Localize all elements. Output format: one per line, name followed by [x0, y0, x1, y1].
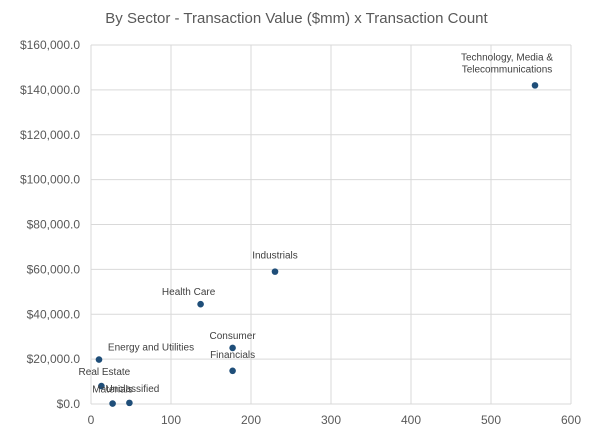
x-tick-label: 600 — [561, 413, 581, 427]
y-tick-label: $40,000.0 — [27, 307, 81, 321]
data-point[interactable] — [271, 268, 279, 275]
data-label: Health Care — [162, 287, 216, 298]
x-tick-label: 100 — [161, 413, 181, 427]
x-tick-label: 0 — [88, 413, 95, 427]
y-tick-label: $60,000.0 — [27, 262, 81, 276]
y-tick-label: $20,000.0 — [27, 352, 81, 366]
data-point[interactable] — [95, 356, 103, 363]
data-label: Materials — [92, 385, 133, 396]
data-point[interactable] — [531, 82, 539, 89]
data-point[interactable] — [126, 399, 133, 407]
data-point[interactable] — [229, 367, 236, 375]
data-label: Telecommunications — [462, 64, 553, 75]
y-tick-label: $160,000.0 — [20, 38, 80, 52]
y-tick-label: $100,000.0 — [20, 173, 80, 187]
chart-title: By Sector - Transaction Value ($mm) x Tr… — [105, 10, 488, 27]
points-layer — [95, 82, 539, 407]
data-label: Consumer — [210, 331, 257, 342]
x-tick-label: 500 — [481, 413, 501, 427]
y-tick-label: $80,000.0 — [27, 218, 81, 232]
x-tick-label: 200 — [241, 413, 261, 427]
grid-layer — [90, 44, 572, 405]
axis-layer: $0.0 $20,000.0 $40,000.0 $60,000.0 $80,000.0… — [20, 38, 581, 427]
data-point[interactable] — [229, 344, 236, 352]
x-tick-label: 400 — [401, 413, 421, 427]
data-point[interactable] — [109, 400, 116, 407]
data-label: Industrials — [252, 251, 298, 262]
x-tick-label: 300 — [321, 413, 341, 427]
y-tick-label: $140,000.0 — [20, 83, 80, 97]
y-tick-label: $120,000.0 — [20, 128, 80, 142]
data-label: Real Estate — [79, 367, 131, 378]
data-label: Financials — [210, 350, 255, 361]
y-tick-label: $0.0 — [57, 397, 81, 411]
data-label: Technology, Media & — [461, 52, 553, 63]
data-point[interactable] — [197, 300, 204, 308]
data-label: Energy and Utilities — [108, 343, 194, 354]
point-labels-layer: Technology, Media &Telecommunications Ind… — [79, 52, 554, 395]
data-label: Unclassified — [105, 384, 159, 395]
data-point[interactable] — [98, 382, 105, 390]
